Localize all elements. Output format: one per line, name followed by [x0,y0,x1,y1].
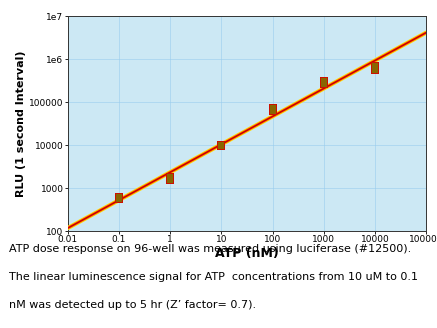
X-axis label: ATP (nM): ATP (nM) [215,247,279,260]
Point [269,109,276,114]
Point [115,197,122,202]
Point [320,81,327,86]
Point [218,144,225,149]
Point [371,63,378,69]
Point [371,67,378,72]
Point [115,197,122,202]
Point [166,175,173,180]
Point [218,143,225,148]
Text: The linear luminescence signal for ATP  concentrations from 10 uM to 0.1: The linear luminescence signal for ATP c… [9,272,418,282]
Text: ATP dose response on 96-well was measured using luciferase (#12500).: ATP dose response on 96-well was measure… [9,244,411,254]
Point [218,144,225,149]
Point [115,195,122,200]
Point [166,175,173,180]
Point [371,63,378,69]
Point [320,78,327,83]
Point [320,81,327,86]
Point [218,143,225,148]
Point [269,106,276,111]
Point [320,78,327,83]
Y-axis label: RLU (1 second Interval): RLU (1 second Interval) [16,51,26,197]
Point [166,177,173,182]
Point [269,106,276,111]
Point [115,195,122,200]
Point [166,177,173,182]
Point [371,67,378,72]
Point [269,109,276,114]
Text: nM was detected up to 5 hr (Z’ factor= 0.7).: nM was detected up to 5 hr (Z’ factor= 0… [9,300,256,310]
